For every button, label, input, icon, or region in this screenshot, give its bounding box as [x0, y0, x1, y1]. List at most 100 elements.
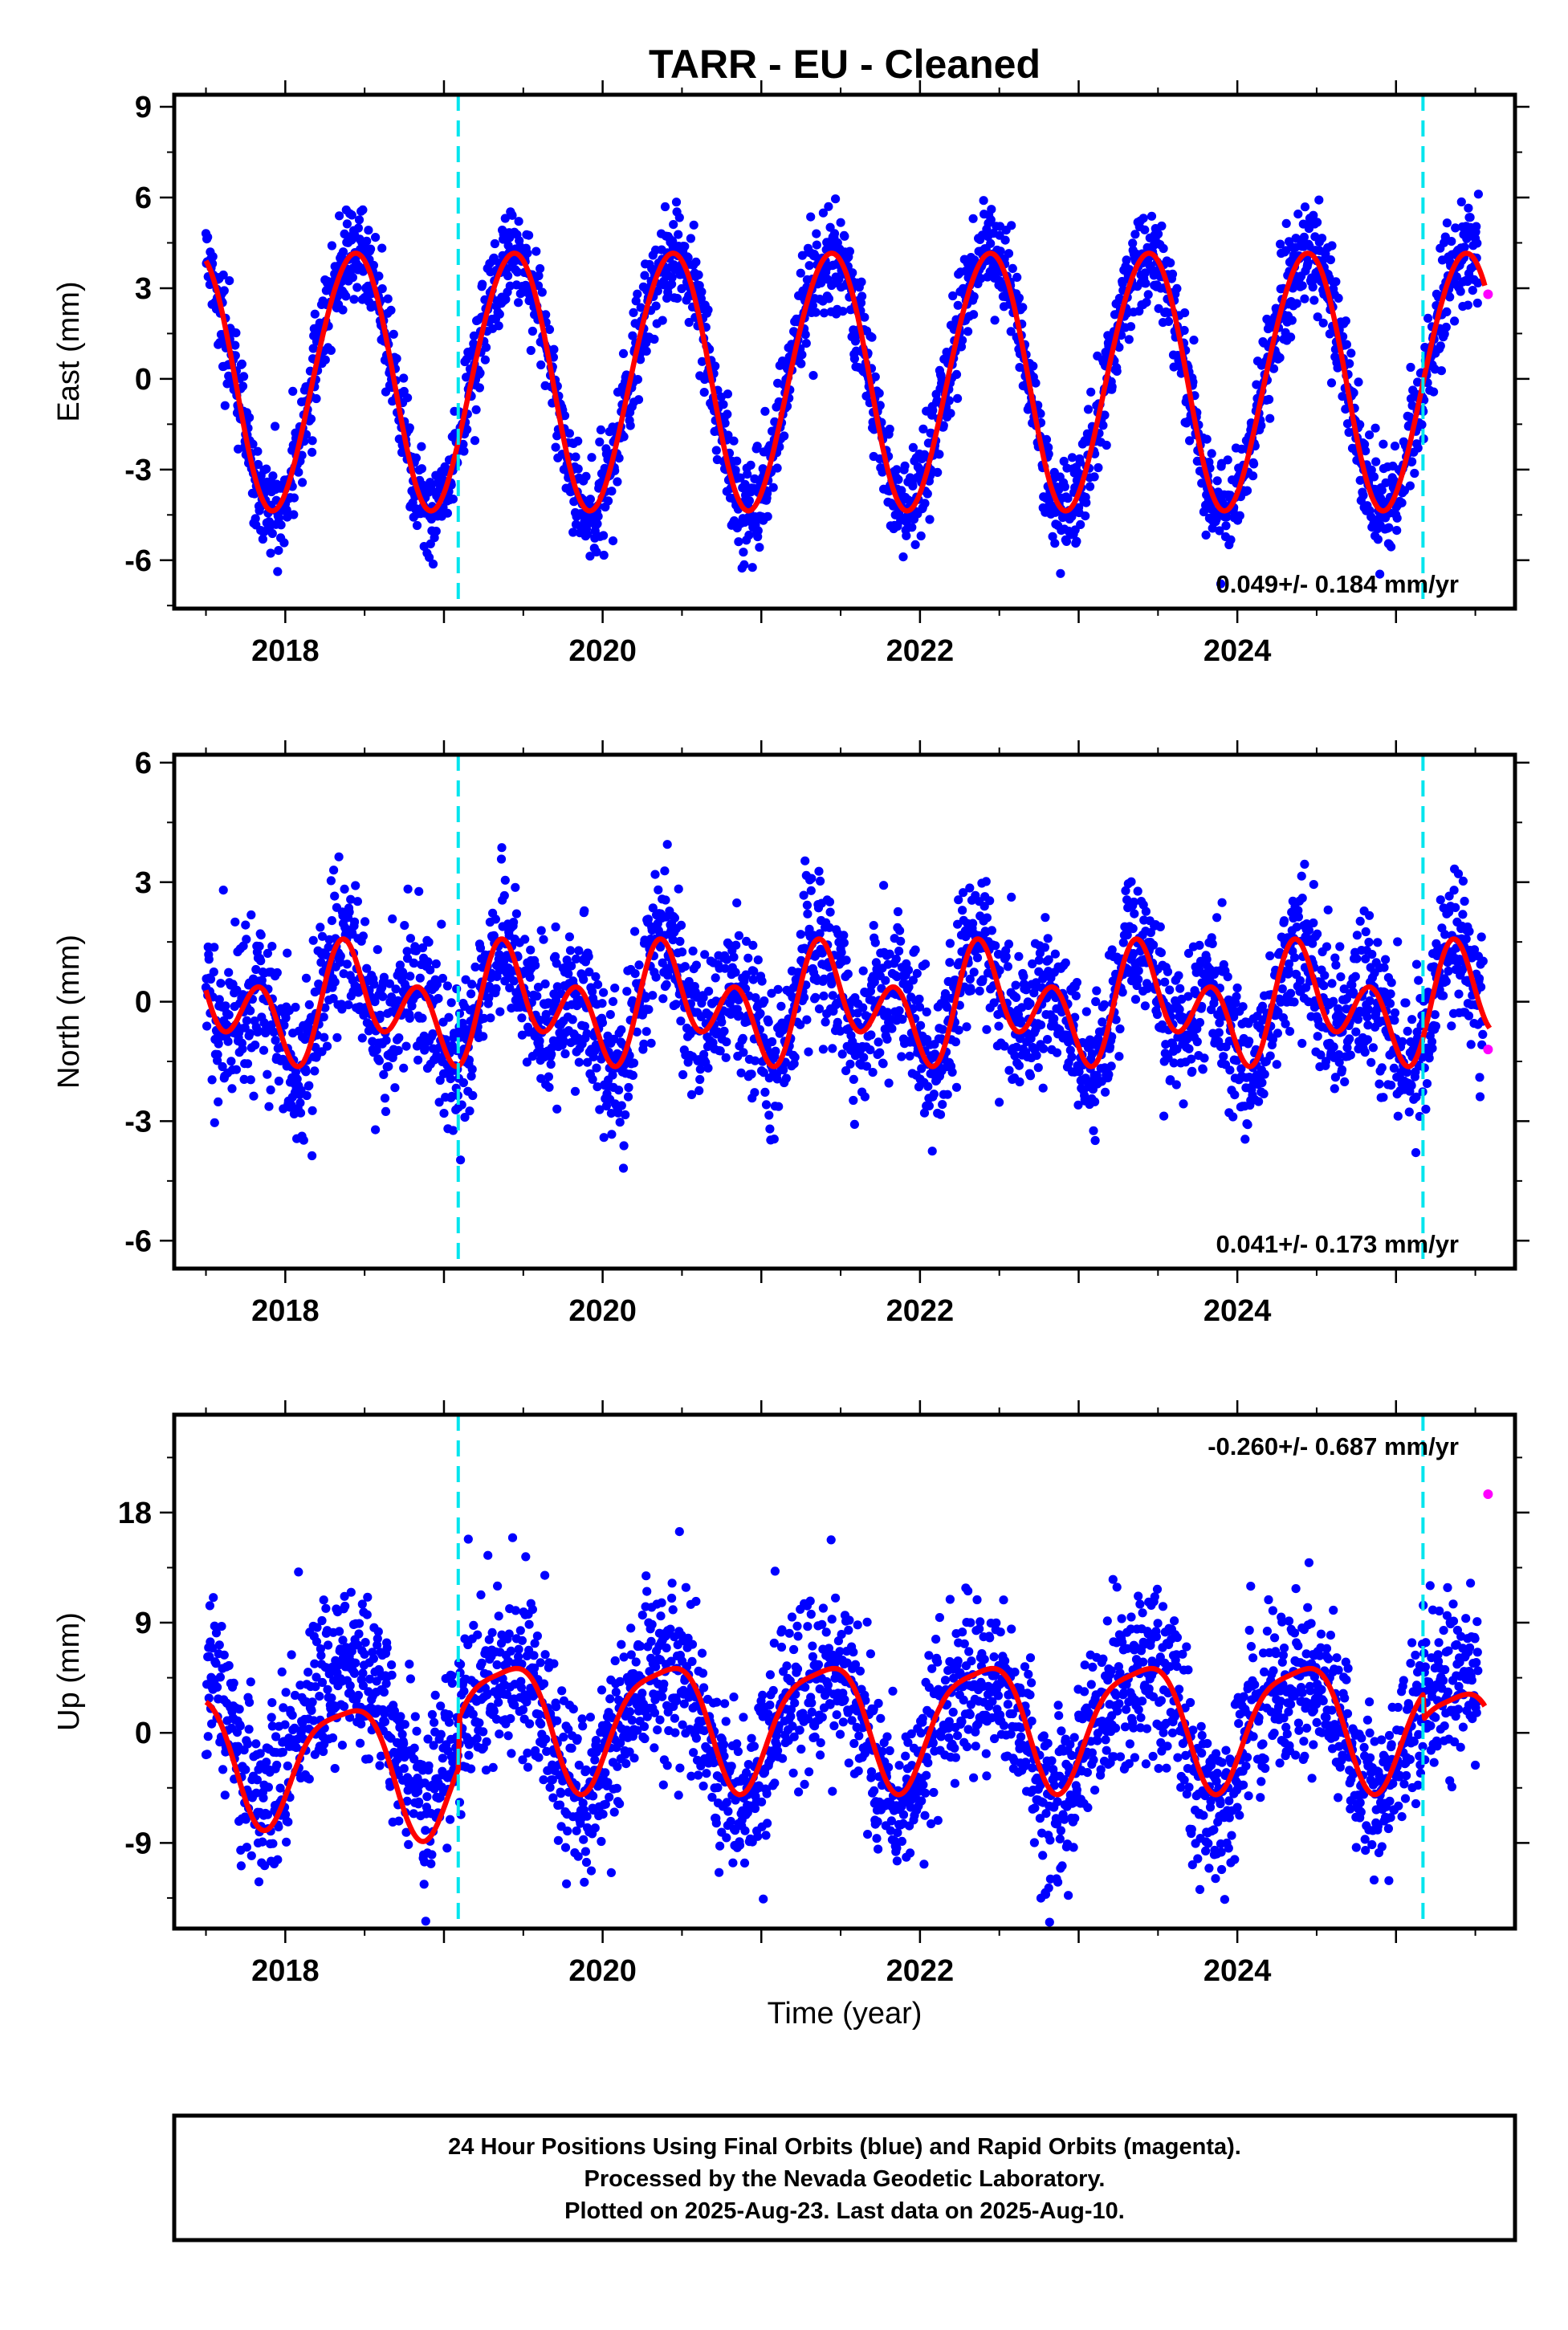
east-final-point	[744, 530, 754, 540]
north-final-point	[1043, 1035, 1053, 1045]
east-final-point	[703, 305, 713, 315]
north-final-point	[1232, 992, 1241, 1001]
east-final-point	[1297, 281, 1307, 291]
east-final-point	[527, 326, 538, 336]
east-final-point	[1126, 322, 1136, 332]
east-final-point	[462, 425, 472, 434]
north-final-point	[738, 1033, 747, 1043]
north-final-point	[731, 967, 740, 977]
north-final-point	[849, 1095, 858, 1106]
north-final-point	[271, 1036, 280, 1045]
east-final-point	[969, 310, 979, 320]
north-final-point	[1049, 1014, 1059, 1024]
north-final-point	[346, 894, 356, 904]
east-final-point	[888, 501, 898, 511]
north-final-point	[623, 1092, 633, 1102]
north-final-point	[1208, 939, 1217, 948]
east-x-tick-label: 2022	[886, 634, 955, 668]
north-final-point	[764, 1017, 773, 1027]
east-final-point	[1440, 329, 1449, 339]
east-final-point	[689, 220, 698, 230]
east-final-point	[1464, 203, 1473, 213]
north-final-point	[1174, 971, 1183, 980]
north-final-point	[599, 1133, 609, 1143]
north-final-point	[828, 991, 837, 1000]
north-final-point	[781, 1073, 792, 1083]
north-final-point	[1004, 939, 1014, 949]
east-final-point	[928, 405, 938, 415]
east-final-point	[1060, 482, 1069, 491]
east-final-point	[857, 291, 867, 301]
east-final-point	[412, 520, 422, 531]
north-final-point	[456, 1155, 466, 1165]
east-final-point	[796, 359, 806, 369]
east-final-point	[658, 316, 667, 325]
north-final-point	[291, 1067, 301, 1077]
east-final-point	[1154, 229, 1163, 238]
east-final-point	[583, 529, 593, 539]
east-x-tick-label: 2018	[251, 634, 320, 668]
north-final-point	[923, 1081, 933, 1091]
north-final-point	[398, 967, 408, 977]
north-final-point	[249, 1091, 259, 1101]
east-final-point	[916, 531, 926, 541]
north-final-point	[1163, 967, 1173, 976]
north-final-point	[985, 896, 995, 906]
north-final-point	[927, 1147, 937, 1156]
east-final-point	[262, 464, 271, 474]
east-final-point	[1429, 387, 1439, 397]
north-final-point	[884, 1078, 894, 1088]
east-final-point	[237, 359, 246, 369]
north-final-point	[622, 987, 632, 996]
east-final-point	[585, 552, 595, 561]
north-final-point	[301, 1067, 311, 1077]
east-final-point	[297, 450, 307, 460]
east-final-point	[349, 295, 359, 304]
east-final-point	[203, 232, 213, 242]
east-final-point	[1118, 279, 1127, 288]
east-final-point	[1413, 377, 1423, 387]
east-final-point	[812, 240, 821, 250]
east-final-point	[613, 477, 622, 487]
east-final-point	[1473, 278, 1483, 287]
east-final-point	[1451, 223, 1460, 233]
east-final-point	[1215, 526, 1224, 536]
east-final-point	[918, 424, 928, 434]
east-final-point	[948, 291, 958, 301]
east-final-point	[1048, 532, 1057, 541]
north-final-point	[790, 1053, 800, 1062]
north-final-point	[584, 951, 593, 961]
east-final-point	[867, 332, 877, 342]
north-final-point	[954, 1025, 963, 1035]
north-final-point	[748, 940, 758, 950]
east-final-point	[752, 442, 762, 451]
north-final-point	[1195, 1017, 1205, 1028]
east-final-point	[514, 217, 523, 226]
north-final-point	[224, 967, 234, 977]
east-final-point	[1410, 468, 1419, 479]
north-final-point	[1225, 1065, 1235, 1075]
north-final-point	[369, 980, 379, 989]
east-final-point	[307, 436, 317, 446]
east-final-point	[335, 211, 344, 221]
east-final-point	[753, 526, 763, 536]
east-final-point	[1286, 332, 1296, 342]
north-final-point	[437, 919, 446, 929]
north-final-point	[1081, 1007, 1091, 1016]
north-final-point	[491, 914, 501, 924]
east-final-point	[369, 260, 378, 271]
north-final-point	[747, 1069, 756, 1079]
north-final-point	[761, 1100, 772, 1110]
north-final-point	[242, 935, 251, 944]
east-final-point	[1248, 471, 1258, 481]
north-final-point	[394, 1033, 404, 1043]
north-final-point	[381, 1106, 391, 1116]
east-final-point	[1143, 290, 1153, 299]
east-final-point	[1122, 255, 1131, 265]
north-final-point	[310, 1066, 320, 1076]
north-final-point	[644, 1004, 654, 1014]
north-final-point	[676, 920, 686, 930]
north-final-point	[370, 997, 380, 1007]
east-final-point	[307, 447, 317, 457]
east-final-point	[425, 552, 434, 562]
